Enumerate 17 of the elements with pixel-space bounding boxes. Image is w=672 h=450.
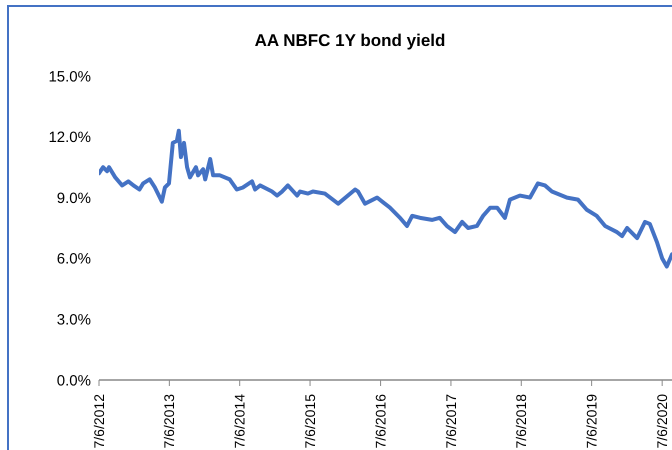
x-tick-label: 7/6/2014	[232, 394, 248, 448]
y-tick-label: 15.0%	[48, 68, 91, 86]
x-tick-label: 7/6/2017	[442, 394, 459, 448]
y-tick-label: 9.0%	[56, 190, 91, 207]
y-tick-label: 0.0%	[56, 372, 91, 390]
x-tick-label: 7/6/2018	[513, 394, 530, 448]
y-tick-label: 12.0%	[48, 129, 91, 146]
chart-title: AA NBFC 1Y bond yield	[254, 31, 446, 51]
x-tick-label: 7/6/2012	[90, 394, 107, 448]
y-tick-label: 6.0%	[56, 250, 91, 268]
x-tick-label: 7/6/2013	[161, 394, 178, 448]
x-tick-label: 7/6/2020	[654, 394, 670, 448]
x-tick-label: 7/6/2019	[584, 394, 600, 448]
x-tick-label: 7/6/2015	[302, 394, 318, 448]
x-tick-label: 7/6/2016	[372, 394, 388, 448]
line-series	[99, 128, 672, 269]
y-tick-label: 3.0%	[56, 312, 91, 329]
